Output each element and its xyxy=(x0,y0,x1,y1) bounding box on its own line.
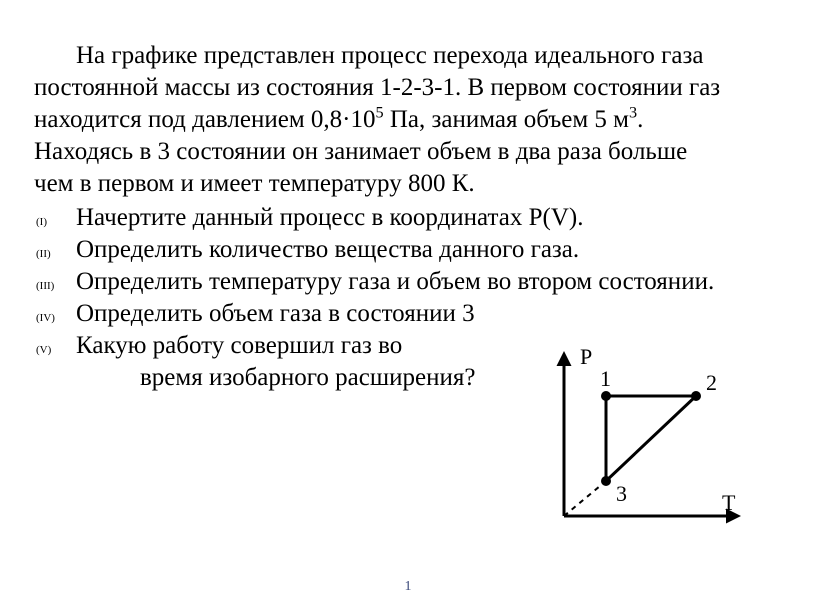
marker-iv: (IV) xyxy=(34,301,76,325)
para-line5: чем в первом и имеет температуру 800 К. xyxy=(34,170,475,197)
item-text-i: Начертите данный процесс в координатах Р… xyxy=(76,202,782,234)
svg-text:T: T xyxy=(722,490,736,515)
pt-diagram: P T 1 2 3 xyxy=(546,346,746,536)
para-line1: На графике представлен процесс перехода … xyxy=(76,42,704,69)
para-line4: Находясь в 3 состоянии он занимает объем… xyxy=(34,138,687,165)
svg-text:1: 1 xyxy=(600,366,611,391)
marker-i: (I) xyxy=(34,205,76,229)
marker-v: (V) xyxy=(34,333,76,357)
svg-text:P: P xyxy=(580,346,592,369)
para-line3c: . xyxy=(637,106,643,133)
para-line3a: находится под давлением 0,8·10 xyxy=(34,106,375,133)
list-item: (III) Определить температуру газа и объе… xyxy=(34,266,782,298)
item-text-ii: Определить количество вещества данного г… xyxy=(76,234,782,266)
list-item: (IV) Определить объем газа в состоянии 3 xyxy=(34,298,782,330)
item-text-iii: Определить температуру газа и объем во в… xyxy=(76,266,782,298)
marker-iii: (III) xyxy=(34,269,76,293)
page-number: 1 xyxy=(0,579,816,595)
svg-text:3: 3 xyxy=(616,481,627,506)
exp-3: 3 xyxy=(629,104,637,122)
problem-paragraph: На графике представлен процесс перехода … xyxy=(34,40,782,200)
pt-diagram-svg: P T 1 2 3 xyxy=(546,346,746,536)
list-item: (I) Начертите данный процесс в координат… xyxy=(34,202,782,234)
svg-text:2: 2 xyxy=(706,370,717,395)
para-line3b: Па, занимая объем 5 м xyxy=(384,106,629,133)
para-line2: постоянной массы из состояния 1-2-3-1. В… xyxy=(34,74,720,101)
item-text-iv: Определить объем газа в состоянии 3 xyxy=(76,298,782,330)
list-item: (II) Определить количество вещества данн… xyxy=(34,234,782,266)
exp-5: 5 xyxy=(375,104,383,122)
marker-ii: (II) xyxy=(34,237,76,261)
page: На графике представлен процесс перехода … xyxy=(0,0,816,613)
